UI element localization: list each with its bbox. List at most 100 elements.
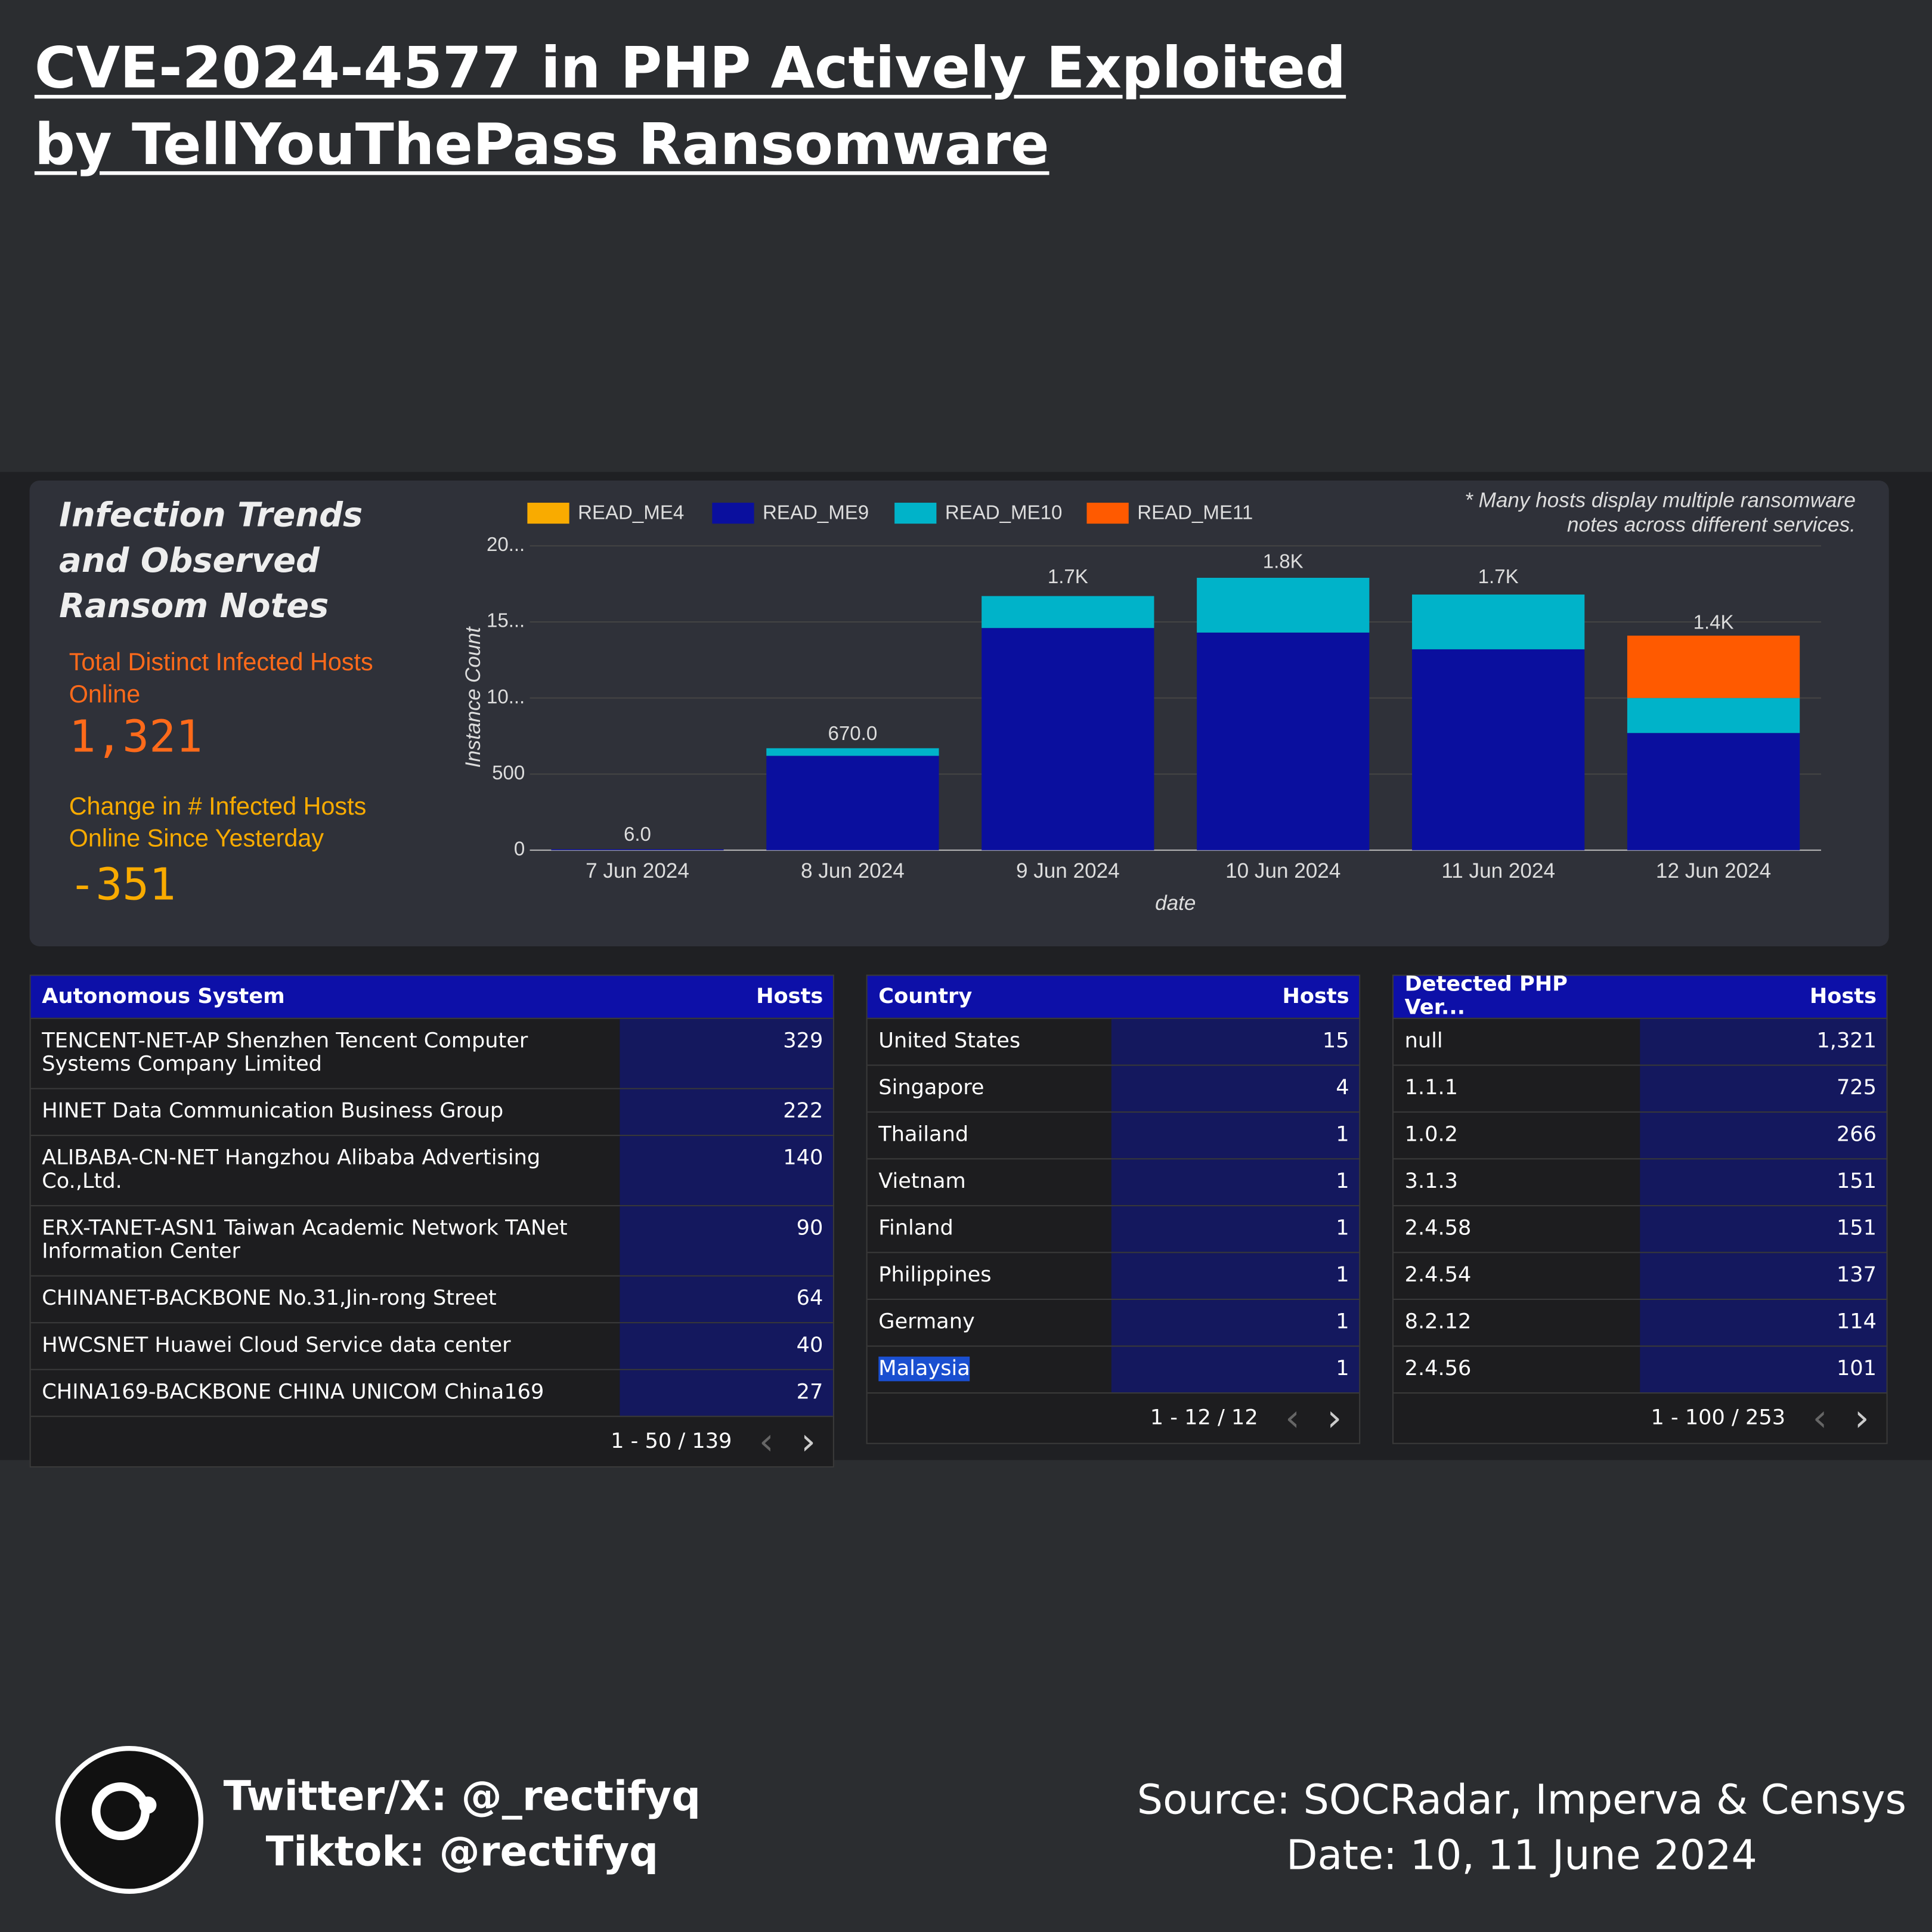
cell-hosts: 725 bbox=[1640, 1066, 1887, 1111]
cell-hosts: 266 bbox=[1640, 1112, 1887, 1159]
cell-hosts: 222 bbox=[620, 1089, 833, 1135]
cell-name: Germany bbox=[878, 1309, 975, 1335]
x-tick-label: 9 Jun 2024 bbox=[1016, 859, 1120, 883]
bar bbox=[1412, 595, 1585, 649]
title-line: by TellYouThePass Ransomware bbox=[34, 110, 1049, 178]
kpi-value: 1,321 bbox=[69, 712, 203, 763]
cell-name: United States bbox=[878, 1029, 1021, 1054]
cell-name: Vietnam bbox=[878, 1169, 966, 1194]
table-row: 2.4.56 101 bbox=[1394, 1345, 1887, 1392]
table-row: 2.4.54 137 bbox=[1394, 1252, 1887, 1299]
cell-hosts: 4 bbox=[1111, 1066, 1360, 1111]
legend-label: READ_ME10 bbox=[945, 501, 1063, 524]
table-row: Philippines 1 bbox=[867, 1252, 1360, 1299]
bar bbox=[1627, 733, 1800, 850]
x-tick-label: 12 Jun 2024 bbox=[1656, 859, 1771, 883]
table-row: Germany 1 bbox=[867, 1298, 1360, 1346]
credits: Source: SOCRadar, Imperva & Censys Date:… bbox=[1115, 1772, 1928, 1883]
prev-page[interactable]: ‹ bbox=[758, 1420, 774, 1463]
cell-name: HWCSNET Huawei Cloud Service data center bbox=[42, 1333, 511, 1358]
column-header[interactable]: Hosts bbox=[1282, 983, 1349, 1009]
x-tick-label: 11 Jun 2024 bbox=[1441, 859, 1555, 883]
next-page[interactable]: › bbox=[1854, 1397, 1869, 1440]
column-header[interactable]: Country bbox=[878, 983, 973, 1009]
cell-name: 2.4.54 bbox=[1404, 1262, 1472, 1288]
social-line: Tiktok: @rectifyq bbox=[265, 1827, 659, 1875]
next-page[interactable]: › bbox=[1327, 1397, 1342, 1440]
kpi-label: Change in # Infected Hosts Online Since … bbox=[69, 793, 367, 853]
cell-name: Singapore bbox=[878, 1075, 984, 1101]
cell-hosts: 1 bbox=[1111, 1206, 1360, 1252]
y-tick-label: 0 bbox=[514, 838, 525, 860]
table-row: CHINANET-BACKBONE No.31,Jin-rong Street 6… bbox=[30, 1275, 833, 1323]
cell-name: CHINA169-BACKBONE CHINA UNICOM China169 bbox=[42, 1380, 544, 1405]
page-range: 1 - 50 / 139 bbox=[611, 1429, 732, 1454]
cell-name: Malaysia bbox=[878, 1357, 970, 1382]
column-header[interactable]: Detected PHP Ver... bbox=[1404, 972, 1568, 1020]
source: Source: SOCRadar, Imperva & Censys bbox=[1137, 1775, 1906, 1824]
cell-name: 1.1.1 bbox=[1404, 1075, 1459, 1101]
prev-page[interactable]: ‹ bbox=[1285, 1397, 1300, 1440]
cell-name: Philippines bbox=[878, 1262, 992, 1288]
table-header: Country Hosts bbox=[867, 976, 1360, 1018]
cell-hosts: 114 bbox=[1640, 1299, 1887, 1346]
column-header[interactable]: Hosts bbox=[756, 983, 823, 1009]
legend-swatch bbox=[527, 503, 569, 524]
x-tick-label: 7 Jun 2024 bbox=[586, 859, 689, 883]
cell-name: HINET Data Communication Business Group bbox=[42, 1099, 504, 1124]
column-header[interactable]: Hosts bbox=[1809, 983, 1877, 1009]
title-line: CVE-2024-4577 in PHP Actively Exploited bbox=[34, 34, 1346, 101]
cell-name: 2.4.58 bbox=[1404, 1216, 1472, 1241]
table-row: Thailand 1 bbox=[867, 1111, 1360, 1159]
cell-hosts: 101 bbox=[1640, 1346, 1887, 1392]
cell-hosts: 15 bbox=[1111, 1018, 1360, 1065]
bar bbox=[1412, 649, 1585, 850]
table-row: Malaysia 1 bbox=[867, 1345, 1360, 1392]
legend-label: READ_ME11 bbox=[1137, 501, 1253, 524]
cell-name: ERX-TANET-ASN1 Taiwan Academic Network T… bbox=[42, 1216, 568, 1265]
prev-page[interactable]: ‹ bbox=[1812, 1397, 1828, 1440]
chart-note: * Many hosts display multiple ransomware bbox=[1465, 488, 1856, 512]
table-row: 1.1.1 725 bbox=[1394, 1064, 1887, 1111]
bar bbox=[766, 756, 939, 850]
table-row: 3.1.3 151 bbox=[1394, 1158, 1887, 1205]
cell-hosts: 137 bbox=[1640, 1253, 1887, 1299]
pagination: 1 - 100 / 253 ‹ › bbox=[1394, 1392, 1887, 1443]
y-axis-title: Instance Count bbox=[462, 626, 485, 767]
social: Twitter/X: @_rectifyq Tiktok: @rectifyq bbox=[222, 1768, 702, 1879]
table-row: CHINA169-BACKBONE CHINA UNICOM China169 2… bbox=[30, 1368, 833, 1416]
x-axis-title: date bbox=[1155, 891, 1196, 915]
table-row: Vietnam 1 bbox=[867, 1158, 1360, 1205]
page-range: 1 - 100 / 253 bbox=[1651, 1405, 1786, 1431]
cell-name: null bbox=[1404, 1029, 1443, 1054]
cell-hosts: 1,321 bbox=[1640, 1018, 1887, 1065]
table-row: Singapore 4 bbox=[867, 1064, 1360, 1111]
table: Country Hosts United States 15 Singapore 4 Tha… bbox=[866, 974, 1361, 1444]
table-row: HINET Data Communication Business Group 2… bbox=[30, 1088, 833, 1135]
cell-name: Thailand bbox=[878, 1122, 969, 1147]
cell-name: TENCENT-NET-AP Shenzhen Tencent Computer… bbox=[42, 1029, 528, 1077]
cell-hosts: 1 bbox=[1111, 1299, 1360, 1346]
bar bbox=[551, 849, 724, 850]
cell-name: Finland bbox=[878, 1216, 953, 1241]
cell-hosts: 329 bbox=[620, 1018, 833, 1088]
cell-name: 3.1.3 bbox=[1404, 1169, 1459, 1194]
pagination: 1 - 50 / 139 ‹ › bbox=[30, 1416, 833, 1466]
y-tick-label: 15... bbox=[487, 610, 525, 632]
table-row: 1.0.2 266 bbox=[1394, 1111, 1887, 1159]
total-label: 1.8K bbox=[1263, 550, 1304, 572]
table-row: HWCSNET Huawei Cloud Service data center… bbox=[30, 1322, 833, 1369]
bar bbox=[982, 596, 1154, 628]
bar bbox=[766, 748, 939, 756]
total-label: 6.0 bbox=[624, 823, 651, 846]
table-row: Finland 1 bbox=[867, 1205, 1360, 1252]
cell-hosts: 40 bbox=[620, 1323, 833, 1369]
table-row: TENCENT-NET-AP Shenzhen Tencent Computer… bbox=[30, 1017, 833, 1088]
date: Date: 10, 11 June 2024 bbox=[1286, 1831, 1757, 1880]
column-header[interactable]: Autonomous System bbox=[42, 983, 285, 1009]
next-page[interactable]: › bbox=[801, 1420, 816, 1463]
legend-swatch bbox=[894, 503, 937, 524]
table-row: ERX-TANET-ASN1 Taiwan Academic Network T… bbox=[30, 1205, 833, 1275]
kpi-value: -351 bbox=[69, 860, 176, 911]
